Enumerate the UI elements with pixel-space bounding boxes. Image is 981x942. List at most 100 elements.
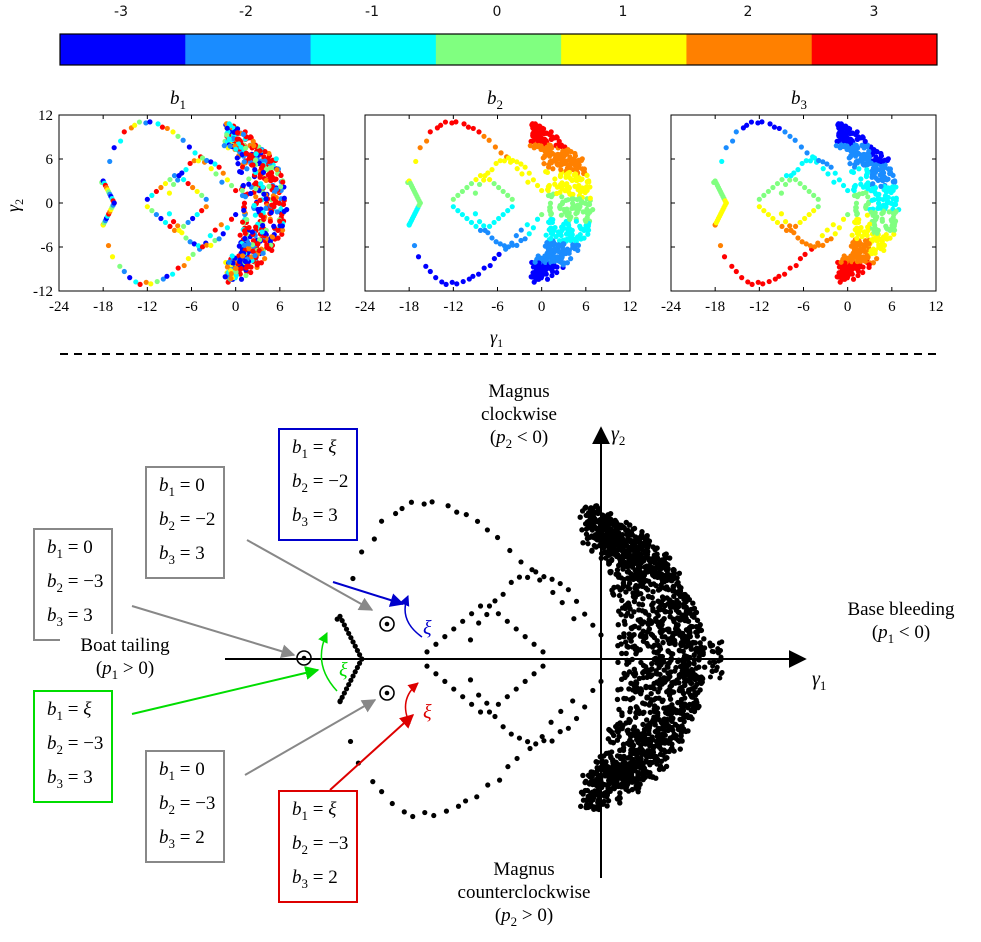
trajectory-point: [615, 521, 621, 528]
subplot-point: [804, 150, 810, 156]
xi-label-red: ξ: [423, 701, 432, 723]
subplot-point: [121, 129, 127, 135]
x-tick-label: -6: [491, 299, 504, 315]
subplot-point: [872, 162, 878, 169]
subplot-point: [862, 248, 868, 254]
subplot-point: [778, 211, 785, 217]
trajectory-point: [625, 529, 631, 535]
trajectory-point: [623, 561, 629, 568]
trajectory-point: [633, 731, 640, 738]
colorbar-segment: [435, 34, 562, 65]
trajectory-point: [661, 667, 667, 673]
subplot-point: [545, 192, 552, 199]
subplot-point: [579, 186, 586, 192]
trajectory-point: [429, 499, 435, 505]
trajectory-point: [495, 701, 501, 707]
trajectory-point: [622, 639, 629, 645]
subplot-point: [465, 124, 472, 130]
trajectory-point: [631, 724, 638, 730]
trajectory-point: [679, 737, 685, 744]
subplot-point: [544, 144, 550, 150]
trajectory-point: [671, 618, 677, 625]
subplot-point: [208, 242, 214, 248]
trajectory-point: [681, 659, 687, 666]
trajectory-point: [609, 729, 615, 736]
trajectory-point: [685, 618, 692, 625]
trajectory-point: [341, 690, 347, 696]
subplot-b1: -24 -18 -12 -6 0 6 12 12 6 0 -6 -12: [33, 108, 332, 315]
subplot-point: [876, 244, 882, 250]
trajectory-point: [670, 632, 676, 638]
trajectory-point: [378, 518, 385, 524]
subplot-point: [175, 133, 181, 139]
y-tick-label: 12: [38, 108, 53, 124]
subplot-point: [547, 159, 553, 165]
trajectory-point: [716, 640, 722, 646]
subplot-point: [460, 278, 466, 285]
subplot-point: [170, 219, 177, 225]
trajectory-point: [516, 574, 523, 580]
subplot-point: [246, 241, 252, 247]
trajectory-point: [717, 675, 723, 681]
subplot-point: [783, 227, 790, 233]
trajectory-point: [678, 585, 684, 591]
trajectory-point: [666, 748, 672, 755]
subplot-point: [891, 223, 897, 229]
trajectory-point: [667, 572, 673, 578]
subplot-point: [190, 215, 196, 222]
subplot-point: [546, 131, 553, 137]
subplot-point: [767, 121, 773, 127]
trajectory-point: [579, 527, 585, 533]
subplot-point: [841, 253, 847, 259]
subplot-point: [774, 180, 781, 187]
trajectory-point: [654, 761, 660, 767]
trajectory-point: [684, 677, 690, 683]
subplot-point: [533, 143, 539, 149]
x-tick-label: 12: [929, 299, 944, 315]
trajectory-point: [433, 641, 439, 647]
subplot-point: [500, 211, 506, 218]
trajectory-point: [584, 519, 591, 525]
subplot-point: [159, 124, 166, 130]
subplot-point: [559, 186, 565, 192]
subplot-point: [797, 255, 804, 262]
x-tick-label: -12: [443, 299, 463, 315]
subplot-point: [281, 195, 287, 201]
subplot-point: [160, 276, 166, 282]
trajectory-point: [605, 798, 612, 804]
trajectory-point: [691, 605, 698, 612]
trajectory-point: [660, 639, 666, 646]
trajectory-point: [632, 759, 638, 766]
trajectory-point: [539, 733, 545, 740]
colorbar-segment: [811, 34, 938, 65]
x-tick-label: -6: [797, 299, 810, 315]
subplot-point: [787, 265, 793, 271]
subplot-point: [755, 120, 761, 126]
subplot-point: [853, 207, 859, 213]
subplot-point: [879, 218, 885, 224]
trajectory-point: [627, 552, 634, 559]
trajectory-point: [634, 779, 640, 785]
subplot-point: [233, 187, 239, 194]
subplot-point: [824, 237, 830, 244]
trajectory-point: [621, 576, 627, 583]
y-tick-label: -12: [33, 284, 53, 300]
subplot-point: [195, 158, 202, 164]
trajectory-point: [651, 642, 658, 648]
subplot-point: [148, 281, 154, 287]
trajectory-point: [645, 555, 651, 561]
trajectory-point: [343, 626, 350, 632]
subplot-point: [207, 233, 213, 239]
trajectory-point: [664, 738, 670, 745]
subplot-point: [277, 218, 283, 224]
trajectory-point: [629, 532, 636, 538]
subplot-point: [423, 263, 429, 269]
subplot-point: [530, 264, 537, 270]
subplot-point: [224, 225, 230, 231]
subplot-point: [203, 196, 209, 202]
box-row: b3 = 3: [159, 542, 205, 567]
trajectory-point: [401, 809, 407, 815]
subplot-point: [541, 161, 547, 167]
subplot-point: [111, 145, 117, 151]
